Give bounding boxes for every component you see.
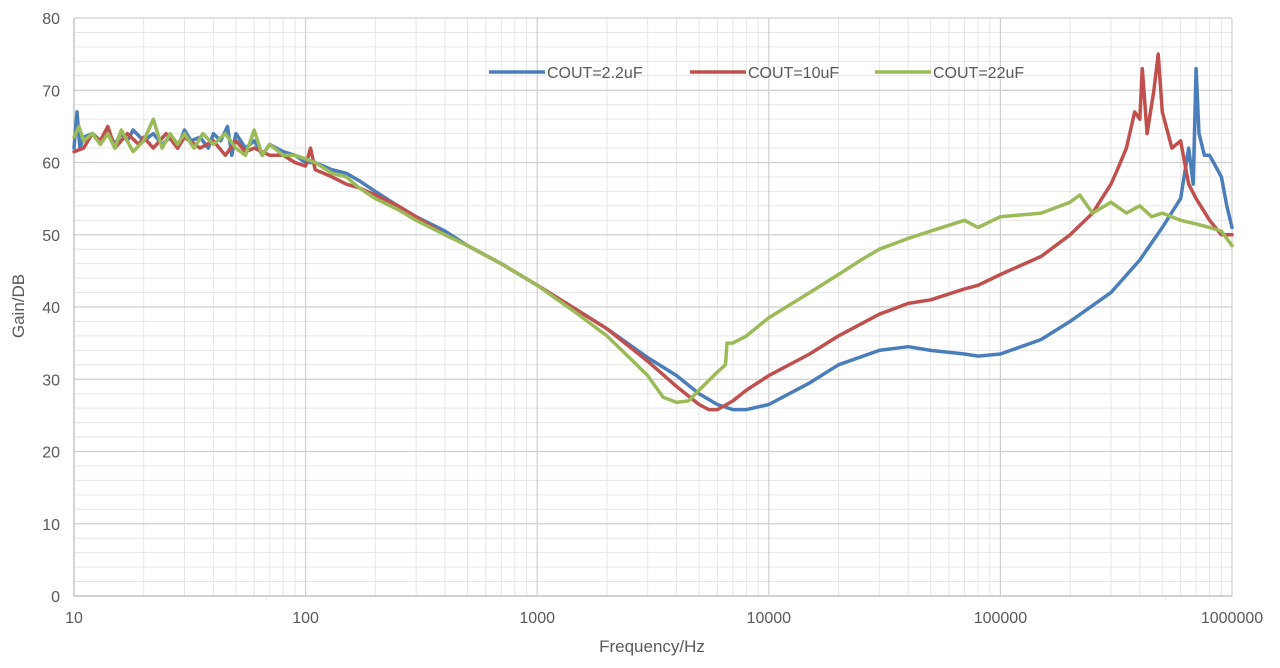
y-tick-label: 70 bbox=[42, 83, 60, 100]
axis-frame bbox=[73, 18, 1232, 597]
x-tick-label: 1000 bbox=[519, 610, 555, 627]
y-tick-label: 0 bbox=[51, 589, 60, 606]
y-tick-label: 60 bbox=[42, 156, 60, 173]
y-tick-label: 20 bbox=[42, 445, 60, 462]
y-axis-label: Gain/DB bbox=[9, 274, 28, 338]
x-tick-label: 10 bbox=[65, 610, 83, 627]
legend-label-1: COUT=2.2uF bbox=[547, 65, 643, 82]
x-tick-label: 1000000 bbox=[1201, 610, 1263, 627]
series-line-3 bbox=[72, 117, 1234, 405]
series-lines bbox=[72, 52, 1234, 412]
series-line-1 bbox=[72, 66, 1234, 412]
x-axis-label: Frequency/Hz bbox=[599, 637, 705, 656]
legend-label-2: COUT=10uF bbox=[748, 65, 839, 82]
x-tick-label: 100000 bbox=[974, 610, 1027, 627]
x-tick-label: 100 bbox=[292, 610, 319, 627]
y-tick-label: 50 bbox=[42, 228, 60, 245]
x-tick-label: 10000 bbox=[747, 610, 792, 627]
legend: COUT=2.2uF COUT=10uF COUT=22uF bbox=[489, 65, 1024, 82]
y-tick-label: 80 bbox=[42, 11, 60, 28]
y-tick-labels: 0 10 20 30 40 50 60 70 80 bbox=[42, 11, 60, 606]
x-tick-labels: 10 100 1000 10000 100000 1000000 bbox=[65, 610, 1263, 627]
y-tick-label: 40 bbox=[42, 300, 60, 317]
y-tick-label: 10 bbox=[42, 517, 60, 534]
legend-label-3: COUT=22uF bbox=[933, 65, 1024, 82]
series-line-2 bbox=[72, 52, 1234, 412]
y-tick-label: 30 bbox=[42, 372, 60, 389]
